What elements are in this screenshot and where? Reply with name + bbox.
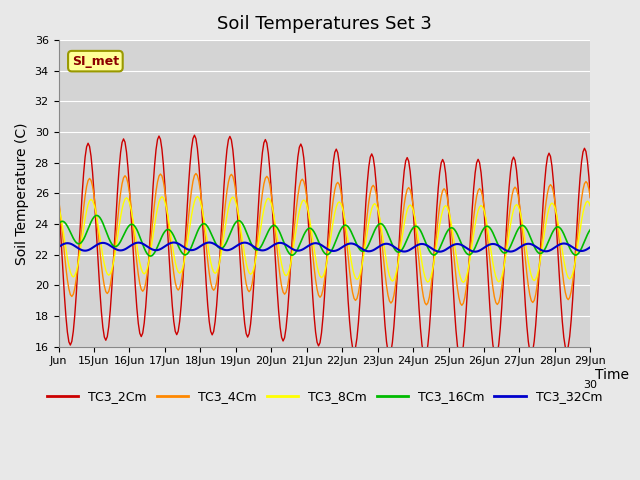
TC3_8Cm — [359, 258, 367, 264]
TC3_32Cm — [586, 244, 594, 250]
TC3_16Cm — [525, 229, 532, 235]
TC3_32Cm — [54, 244, 62, 250]
TC3_32Cm — [70, 242, 77, 248]
TC3_8Cm — [586, 204, 594, 209]
TC3_4Cm — [458, 302, 466, 308]
TC3_2Cm — [456, 356, 464, 362]
TC3_16Cm — [147, 253, 154, 259]
Line: TC3_16Cm: TC3_16Cm — [58, 216, 590, 256]
TC3_2Cm — [388, 339, 396, 345]
Y-axis label: Soil Temperature (C): Soil Temperature (C) — [15, 122, 29, 264]
TC3_4Cm — [154, 179, 161, 185]
TC3_4Cm — [70, 291, 77, 297]
Title: Soil Temperatures Set 3: Soil Temperatures Set 3 — [217, 15, 432, 33]
TC3_8Cm — [154, 205, 161, 211]
TC3_16Cm — [93, 213, 100, 218]
TC3_8Cm — [70, 274, 77, 280]
TC3_2Cm — [525, 339, 532, 345]
TC3_2Cm — [359, 250, 367, 255]
TC3_4Cm — [586, 195, 594, 201]
TC3_2Cm — [586, 194, 594, 200]
TC3_4Cm — [388, 299, 396, 304]
TC3_8Cm — [377, 220, 385, 226]
TC3_8Cm — [54, 204, 62, 209]
TC3_2Cm — [154, 137, 161, 143]
TC3_4Cm — [525, 283, 532, 288]
Line: TC3_4Cm: TC3_4Cm — [58, 173, 590, 305]
TC3_16Cm — [157, 237, 164, 242]
TC3_4Cm — [54, 195, 62, 201]
TC3_4Cm — [377, 226, 385, 232]
TC3_32Cm — [170, 240, 178, 245]
TC3_32Cm — [359, 246, 367, 252]
TC3_2Cm — [54, 194, 62, 200]
TC3_8Cm — [460, 279, 467, 285]
Line: TC3_2Cm: TC3_2Cm — [58, 135, 590, 359]
Text: 30: 30 — [584, 381, 597, 390]
TC3_2Cm — [191, 132, 198, 138]
X-axis label: Time: Time — [595, 368, 628, 382]
TC3_32Cm — [377, 243, 385, 249]
TC3_32Cm — [388, 243, 396, 249]
TC3_16Cm — [586, 227, 594, 232]
Text: SI_met: SI_met — [72, 55, 119, 68]
Line: TC3_32Cm: TC3_32Cm — [58, 242, 590, 252]
TC3_4Cm — [192, 170, 200, 176]
TC3_16Cm — [378, 221, 386, 227]
TC3_32Cm — [436, 249, 444, 254]
TC3_32Cm — [525, 241, 532, 247]
TC3_8Cm — [525, 259, 532, 264]
Legend: TC3_2Cm, TC3_4Cm, TC3_8Cm, TC3_16Cm, TC3_32Cm: TC3_2Cm, TC3_4Cm, TC3_8Cm, TC3_16Cm, TC3… — [42, 385, 607, 408]
Line: TC3_8Cm: TC3_8Cm — [58, 196, 590, 282]
TC3_8Cm — [193, 193, 201, 199]
TC3_2Cm — [377, 252, 385, 257]
TC3_16Cm — [54, 222, 62, 228]
TC3_16Cm — [70, 235, 77, 241]
TC3_2Cm — [70, 328, 77, 334]
TC3_16Cm — [360, 248, 368, 254]
TC3_32Cm — [154, 247, 161, 253]
TC3_4Cm — [359, 255, 367, 261]
TC3_16Cm — [390, 245, 397, 251]
TC3_8Cm — [388, 278, 396, 284]
